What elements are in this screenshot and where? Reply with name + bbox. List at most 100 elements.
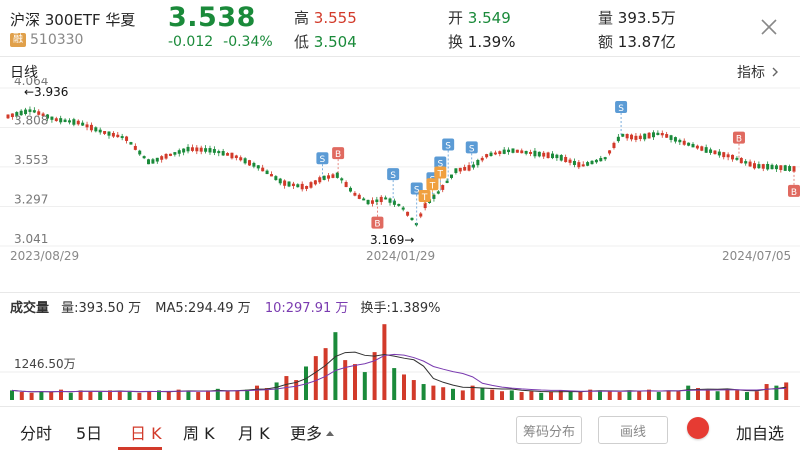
trade-marker-badge [434,166,447,179]
trade-marker-label: B [791,188,797,198]
candle-body [485,154,489,158]
candle-body [577,162,581,168]
trade-marker-label: S [320,155,326,165]
volume-bar [68,392,73,400]
candle-body [533,150,537,157]
candle-body [107,131,111,136]
candle-body [239,157,243,161]
tab-more[interactable]: 更多 [290,420,335,444]
volume-bar [147,391,152,400]
candle-body [32,110,36,113]
candle-body [616,136,620,142]
volume-bar [313,356,318,400]
candle-body [287,181,291,187]
volume-info: 成交量 量:393.50 万 MA5:294.49 万 10:297.91 万 … [10,297,440,316]
candle-body [67,120,71,123]
volume-bar [519,392,524,400]
candle-body [410,217,414,221]
open-label: 开 [448,9,464,27]
chip-distribution-button[interactable]: 筹码分布 [516,416,582,444]
volume-chart[interactable]: 1246.50万 [0,316,800,404]
record-dot-icon[interactable] [687,417,709,439]
candle-body [739,157,743,164]
candle-body [643,133,647,140]
candle-body [669,135,673,140]
volume-value: 393.5万 [617,9,676,27]
trade-marker-label: T [421,193,428,203]
draw-line-button[interactable]: 画线 [598,416,668,444]
kline-chart[interactable]: SSSSSSSSBBBBTTT 4.0643.8083.5533.2973.04… [0,78,800,293]
tab-5day[interactable]: 5日 [76,424,103,443]
y-tick-label: 4.064 [14,78,48,88]
candle-body [318,177,322,183]
candle-body [168,153,172,156]
candle-body [678,139,682,143]
volume-bar [549,392,553,400]
candle-body [129,142,133,145]
candle-body [353,192,357,196]
trade-markers: SSSSSSSSBBBBTTT [316,100,800,230]
current-price: 3.538 [168,2,256,33]
tab-day-k[interactable]: 日 K [130,424,162,443]
candle-body [265,170,269,175]
candle-body [463,167,467,171]
chart-grid [0,87,800,247]
candle-body [568,159,572,163]
candle-body [327,175,331,179]
volume-bar [480,388,485,400]
amount-value: 13.87亿 [617,33,676,51]
tab-fenshi[interactable]: 分时 [20,424,53,443]
candle-body [401,207,405,210]
volume-bar [558,390,563,400]
volume-bar [490,389,495,400]
trade-marker-badge [442,138,455,151]
candle-body [76,120,80,125]
candle-body [471,164,475,168]
candle-body [155,157,159,162]
candle-body [520,150,524,154]
volume-bar [686,385,691,400]
low-value: 3.504 [313,33,357,51]
volume-bar [745,392,749,400]
candle-body [366,199,370,205]
tab-week-k[interactable]: 周 K [183,424,215,443]
candle-body [125,136,129,141]
close-icon[interactable] [756,14,782,40]
volume-bar [637,391,642,400]
candle-body [489,152,493,156]
volume-bar [421,384,426,400]
candle-body [212,149,216,153]
candle-body [138,150,142,155]
candle-body [458,167,462,172]
candle-body [300,183,304,190]
candle-body [695,145,699,149]
volume-bar [598,390,602,400]
turnover-stat: 换 1.39% [448,31,515,52]
candle-body [634,135,638,140]
candle-body [177,150,181,154]
candle-body [792,166,796,172]
candle-body [559,155,563,161]
volume-bar [784,382,789,400]
fund-name: 沪深 300ETF 华夏 [10,11,136,29]
add-favorite-button[interactable]: 加自选 [736,424,785,443]
candle-body [173,152,177,155]
candle-body [779,165,783,170]
volume-bar [323,348,328,400]
volume-turnover: 换手:1.389% [360,301,441,316]
tab-month-k[interactable]: 月 K [238,424,270,443]
candle-body [147,159,151,165]
candle-body [252,162,256,167]
candle-body [46,114,50,119]
low-label: 低 [294,33,310,51]
volume-bar [666,390,671,400]
quote-header: 沪深 300ETF 华夏 融 510330 3.538 -0.012 -0.34%… [0,0,800,56]
indicator-button[interactable]: 指标 [737,62,780,82]
volume-bar [647,389,651,400]
candle-body [436,191,440,194]
fund-code-row: 融 510330 [10,32,83,48]
volume-bars [10,324,789,400]
y-tick-label: 3.553 [14,153,48,167]
candle-body [10,113,14,118]
volume-bar [225,391,230,400]
